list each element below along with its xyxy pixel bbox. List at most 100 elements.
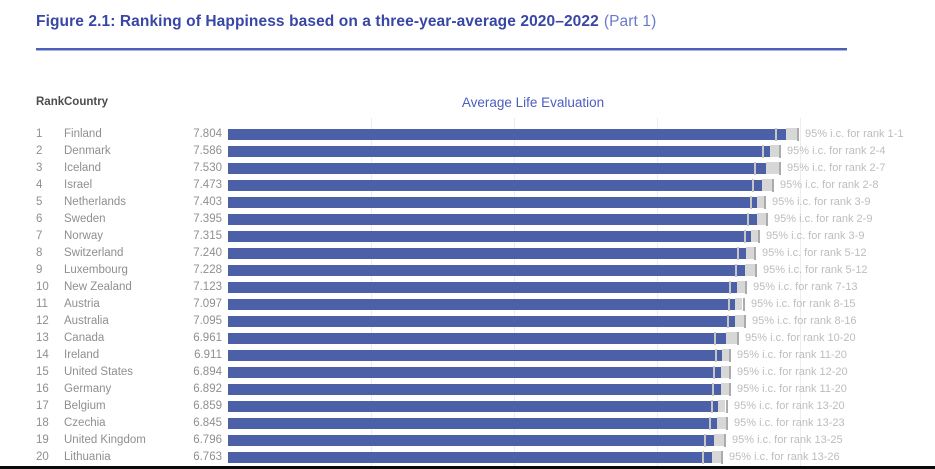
- ci-label: 95% i.c. for rank 2-9: [774, 213, 873, 225]
- country-label: United States: [64, 366, 134, 378]
- ci-upper-cap-icon: [745, 281, 747, 294]
- value-label: 6.961: [193, 332, 222, 344]
- ci-upper-cap-icon: [779, 162, 781, 175]
- bar: [228, 350, 722, 361]
- ci-lower-cap-icon: [715, 349, 717, 362]
- ci-label: 95% i.c. for rank 13-23: [734, 417, 845, 429]
- country-label: Austria: [64, 298, 100, 310]
- chart-row: 7 Norway 7.315 95% i.c. for rank 3-9: [0, 228, 935, 245]
- ci-label: 95% i.c. for rank 13-25: [732, 434, 843, 446]
- value-label: 7.095: [193, 315, 222, 327]
- bar: [228, 316, 735, 327]
- rank-label: 11: [36, 298, 48, 310]
- rank-label: 20: [36, 451, 49, 463]
- ci-upper-cap-icon: [797, 128, 799, 141]
- ci-label: 95% i.c. for rank 7-13: [753, 281, 858, 293]
- bar: [228, 180, 762, 191]
- value-label: 7.395: [193, 213, 222, 225]
- country-label: Switzerland: [64, 247, 124, 259]
- ci-label: 95% i.c. for rank 5-12: [762, 247, 867, 259]
- country-label: Norway: [64, 230, 103, 242]
- chart-row: 17 Belgium 6.859 95% i.c. for rank 13-20: [0, 398, 935, 415]
- chart-row: 13 Canada 6.961 95% i.c. for rank 10-20: [0, 330, 935, 347]
- ci-lower-cap-icon: [704, 434, 706, 447]
- chart-title: Average Life Evaluation: [461, 95, 605, 110]
- chart-row: 5 Netherlands 7.403 95% i.c. for rank 3-…: [0, 194, 935, 211]
- ci-band: [766, 162, 779, 174]
- value-label: 6.892: [193, 383, 222, 395]
- ci-upper-cap-icon: [724, 434, 726, 447]
- ci-label: 95% i.c. for rank 3-9: [766, 230, 865, 242]
- country-label: Sweden: [64, 213, 106, 225]
- rank-label: 16: [36, 383, 49, 395]
- rank-label: 12: [36, 315, 49, 327]
- ci-label: 95% i.c. for rank 13-26: [729, 451, 840, 463]
- ci-band: [762, 179, 772, 191]
- ci-band: [737, 281, 745, 293]
- figure-title-part: (Part 1): [603, 13, 657, 30]
- ci-lower-cap-icon: [735, 264, 737, 277]
- ci-band: [721, 383, 730, 395]
- ci-label: 95% i.c. for rank 3-9: [772, 196, 871, 208]
- value-label: 6.796: [193, 434, 222, 446]
- ci-band: [718, 400, 725, 412]
- bar: [228, 401, 718, 412]
- rank-label: 4: [36, 179, 43, 191]
- rank-label: 13: [36, 332, 49, 344]
- figure-title: Figure 2.1: Ranking of Happiness based o…: [36, 13, 656, 31]
- ci-lower-cap-icon: [775, 128, 777, 141]
- ci-band: [722, 349, 729, 361]
- chart-row: 12 Australia 7.095 95% i.c. for rank 8-1…: [0, 313, 935, 330]
- country-label: New Zealand: [64, 281, 132, 293]
- ci-label: 95% i.c. for rank 2-4: [787, 145, 886, 157]
- value-label: 7.530: [193, 162, 222, 174]
- ci-label: 95% i.c. for rank 5-12: [763, 264, 868, 276]
- ci-upper-cap-icon: [726, 417, 728, 430]
- country-label: Denmark: [64, 145, 111, 157]
- ci-lower-cap-icon: [728, 298, 730, 311]
- bar: [228, 299, 735, 310]
- ci-band: [746, 247, 755, 259]
- ci-lower-cap-icon: [727, 315, 729, 328]
- ci-lower-cap-icon: [752, 179, 754, 192]
- ci-label: 95% i.c. for rank 11-20: [737, 349, 847, 361]
- ci-upper-cap-icon: [754, 247, 756, 260]
- title-underline: [36, 48, 847, 51]
- ci-band: [751, 230, 758, 242]
- country-label: Luxembourg: [64, 264, 128, 276]
- ci-band: [712, 451, 721, 463]
- country-label: Netherlands: [64, 196, 127, 208]
- chart-row: 10 New Zealand 7.123 95% i.c. for rank 7…: [0, 279, 935, 296]
- ci-band: [735, 315, 744, 327]
- ci-label: 95% i.c. for rank 1-1: [805, 128, 904, 140]
- ci-upper-cap-icon: [729, 349, 731, 362]
- ci-upper-cap-icon: [779, 145, 781, 158]
- value-label: 7.473: [193, 179, 222, 191]
- value-label: 7.403: [193, 196, 222, 208]
- ci-band: [717, 417, 726, 429]
- value-label: 6.894: [193, 366, 222, 378]
- country-label: Finland: [64, 128, 102, 140]
- value-label: 7.097: [193, 298, 222, 310]
- country-label: United Kingdom: [64, 434, 146, 446]
- ci-lower-cap-icon: [712, 383, 714, 396]
- ci-label: 95% i.c. for rank 11-20: [737, 383, 847, 395]
- bottom-border: [0, 466, 935, 469]
- bar: [228, 146, 770, 157]
- value-label: 7.240: [193, 247, 222, 259]
- rank-label: 5: [36, 196, 43, 208]
- ci-band: [770, 145, 779, 157]
- chart-row: 11 Austria 7.097 95% i.c. for rank 8-15: [0, 296, 935, 313]
- chart-row: 15 United States 6.894 95% i.c. for rank…: [0, 364, 935, 381]
- ci-upper-cap-icon: [766, 213, 768, 226]
- column-header-country: Country: [64, 96, 109, 108]
- value-label: 7.586: [193, 145, 222, 157]
- column-header-rank: Rank: [36, 96, 65, 108]
- ci-label: 95% i.c. for rank 8-16: [752, 315, 857, 327]
- ci-upper-cap-icon: [772, 179, 774, 192]
- bar: [228, 333, 726, 344]
- country-label: Israel: [64, 179, 93, 191]
- value-label: 6.859: [193, 400, 222, 412]
- ci-lower-cap-icon: [702, 451, 704, 464]
- rank-label: 14: [36, 349, 49, 361]
